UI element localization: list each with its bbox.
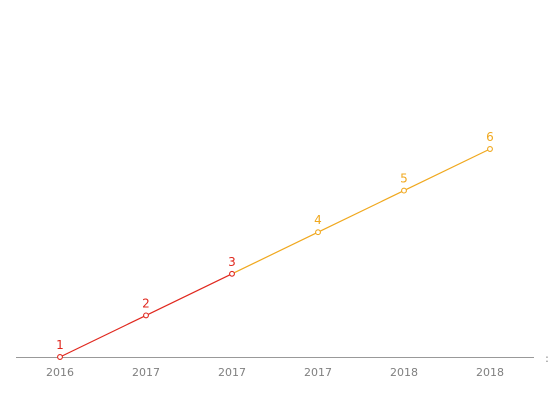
series-lines — [59, 148, 491, 358]
data-point[interactable] — [229, 270, 235, 277]
x-tick-label: 2016 — [46, 366, 74, 379]
data-point[interactable] — [143, 312, 149, 319]
x-tick-label: 2017 — [218, 366, 246, 379]
data-label: 5 — [400, 172, 408, 186]
x-tick-label: 2018 — [390, 366, 418, 379]
data-label: 3 — [228, 255, 236, 269]
series-line-2 — [231, 148, 491, 275]
x-tick-label: 2018 — [476, 366, 504, 379]
x-axis-end-mark: : — [545, 352, 549, 365]
x-tick-label: 2017 — [132, 366, 160, 379]
data-labels: 1 2 3 4 5 6 — [56, 130, 494, 352]
data-label: 6 — [486, 130, 494, 144]
data-label: 4 — [314, 213, 322, 227]
x-tick-label: 2017 — [304, 366, 332, 379]
data-label: 2 — [142, 296, 150, 310]
data-point[interactable] — [487, 146, 493, 152]
series-points — [57, 146, 493, 360]
data-label: 1 — [56, 338, 64, 352]
data-point[interactable] — [57, 354, 63, 360]
data-point[interactable] — [401, 187, 407, 194]
x-axis-tick-labels: 2016 2017 2017 2017 2018 2018 — [46, 366, 504, 379]
data-point[interactable] — [315, 229, 321, 236]
